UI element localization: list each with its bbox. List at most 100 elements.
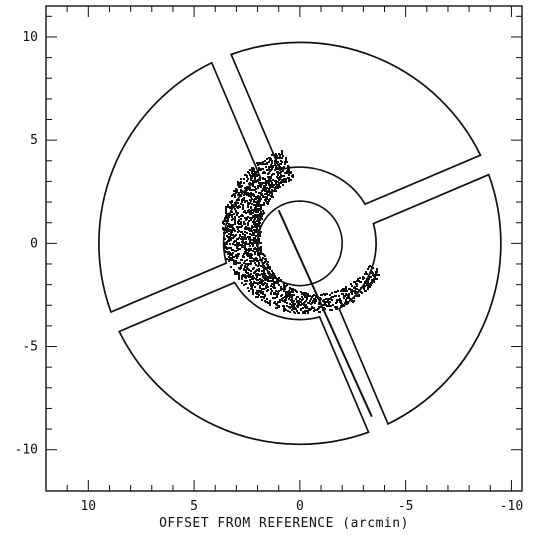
emission-point (227, 225, 229, 227)
emission-point (280, 286, 282, 288)
emission-point (300, 309, 302, 311)
emission-point (271, 274, 273, 276)
emission-point (350, 291, 352, 293)
emission-point (288, 298, 290, 300)
emission-point (249, 236, 251, 238)
emission-point (279, 299, 281, 301)
emission-point (243, 221, 245, 223)
emission-point (334, 306, 336, 308)
emission-point (254, 186, 256, 188)
emission-point (235, 210, 237, 212)
emission-point (296, 305, 298, 307)
emission-point (256, 293, 258, 295)
emission-point (232, 224, 234, 226)
emission-point (366, 284, 368, 286)
emission-point (252, 289, 254, 291)
emission-point (250, 207, 252, 209)
emission-point (284, 299, 286, 301)
emission-point (252, 250, 254, 252)
emission-point (343, 295, 345, 297)
emission-point (335, 308, 337, 310)
emission-point (260, 194, 262, 196)
emission-point (230, 259, 232, 261)
emission-point (314, 302, 316, 304)
emission-point (233, 241, 235, 243)
detector-quadrant (98, 61, 262, 314)
emission-point (255, 229, 257, 231)
y-tick-label: -10 (15, 443, 38, 458)
emission-point (251, 234, 253, 236)
emission-point (368, 283, 370, 285)
emission-point (292, 174, 294, 176)
emission-point (237, 212, 239, 214)
emission-point (261, 282, 263, 284)
emission-point (291, 305, 293, 307)
emission-point (261, 270, 263, 272)
emission-point (265, 200, 267, 202)
emission-point (238, 237, 240, 239)
emission-point (241, 246, 243, 248)
emission-point (277, 161, 279, 163)
emission-point (232, 234, 234, 236)
emission-point (292, 294, 294, 296)
emission-point (246, 227, 248, 229)
emission-point (256, 290, 258, 292)
emission-point (258, 230, 260, 232)
emission-point (277, 174, 279, 176)
emission-point (331, 309, 333, 311)
emission-point (293, 300, 295, 302)
emission-point (296, 310, 298, 312)
emission-point (329, 309, 331, 311)
emission-point (268, 200, 270, 202)
emission-point (246, 280, 248, 282)
emission-point (260, 216, 262, 218)
emission-point (242, 238, 244, 240)
emission-point (241, 241, 243, 243)
emission-point (237, 184, 239, 186)
detector-quadrant (338, 173, 502, 426)
emission-point (278, 153, 280, 155)
emission-point (318, 303, 320, 305)
emission-point (294, 303, 296, 305)
emission-point (279, 176, 281, 178)
emission-point (249, 275, 251, 277)
emission-point (262, 264, 264, 266)
emission-point (290, 172, 292, 174)
emission-point (288, 295, 290, 297)
emission-point (329, 298, 331, 300)
emission-point (326, 293, 328, 295)
emission-point (262, 284, 264, 286)
emission-point (255, 196, 257, 198)
emission-point (225, 212, 227, 214)
emission-point (262, 257, 264, 259)
emission-point (269, 304, 271, 306)
emission-point (285, 159, 287, 161)
emission-point (254, 214, 256, 216)
emission-point (244, 234, 246, 236)
emission-point (306, 306, 308, 308)
emission-point (242, 208, 244, 210)
emission-point (253, 282, 255, 284)
emission-point (256, 227, 258, 229)
emission-point (260, 182, 262, 184)
emission-point (287, 310, 289, 312)
emission-point (267, 203, 269, 205)
emission-point (245, 248, 247, 250)
emission-point (266, 263, 268, 265)
emission-point (276, 307, 278, 309)
emission-point (271, 190, 273, 192)
emission-point (238, 192, 240, 194)
emission-point (358, 280, 360, 282)
emission-point (252, 275, 254, 277)
emission-point (259, 179, 261, 181)
emission-point (253, 223, 255, 225)
emission-point (260, 204, 262, 206)
emission-point (272, 272, 274, 274)
y-tick-label: 0 (30, 236, 38, 251)
emission-point (273, 275, 275, 277)
emission-point (230, 247, 232, 249)
emission-point (256, 276, 258, 278)
emission-point (259, 285, 261, 287)
emission-point (226, 247, 228, 249)
emission-point (374, 274, 376, 276)
